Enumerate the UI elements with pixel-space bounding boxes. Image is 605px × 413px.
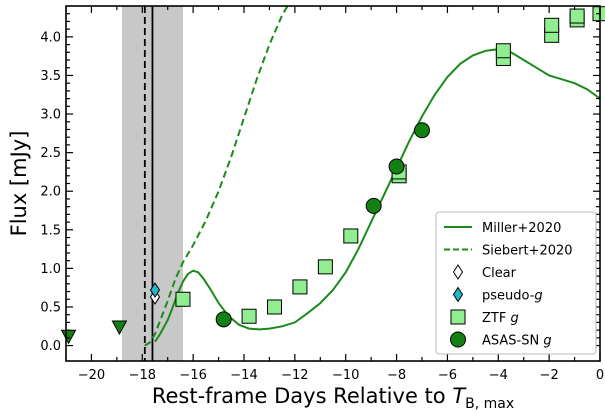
y-tick-label: 2.0 bbox=[40, 185, 61, 200]
data-point-square bbox=[241, 308, 257, 324]
legend-marker-diamond-cyan bbox=[452, 286, 464, 303]
x-axis-label-subscript: B, max bbox=[465, 396, 514, 412]
x-tick-label: −4 bbox=[489, 368, 508, 383]
y-tick-label: 4.0 bbox=[40, 30, 61, 45]
x-tick-label: −6 bbox=[438, 368, 457, 383]
y-tick-label: 0.0 bbox=[40, 339, 61, 354]
vertical-line-layer bbox=[143, 6, 154, 361]
axis-tick-layer: −20 −18 −16 −14 −12 −10 −8 −6 −4 −2 00.00.51.01.52… bbox=[40, 6, 604, 383]
legend: Miller+2020 Siebert+2020 Clear pseudo-g … bbox=[435, 211, 597, 355]
x-axis-label: Rest-frame Days Relative to TB, max bbox=[152, 384, 514, 412]
data-point-circle bbox=[215, 311, 232, 328]
y-tick-label: 1.0 bbox=[40, 262, 61, 277]
series-line-dashed bbox=[144, 6, 289, 347]
x-tick-label: −2 bbox=[540, 368, 559, 383]
x-axis-label-symbol: T bbox=[452, 384, 467, 408]
series-line-solid bbox=[154, 48, 600, 343]
x-tick-label: −10 bbox=[332, 368, 359, 383]
legend-box bbox=[435, 211, 597, 355]
data-point-square bbox=[569, 8, 585, 24]
data-point-square bbox=[292, 279, 308, 295]
legend-label-asassn-g: ASAS-SN g bbox=[482, 334, 552, 349]
y-tick-label: 3.0 bbox=[40, 108, 61, 123]
y-tick-label: 2.5 bbox=[40, 146, 61, 161]
model-line-layer bbox=[144, 6, 600, 347]
data-point-triangle-down bbox=[60, 329, 77, 345]
legend-entry-asassn-g: ASAS-SN g bbox=[450, 331, 552, 349]
x-tick-label: 0 bbox=[596, 368, 604, 383]
x-tick-label: −20 bbox=[78, 368, 105, 383]
x-axis-label-text: Rest-frame Days Relative to bbox=[152, 384, 452, 408]
data-point-circle bbox=[414, 122, 430, 139]
legend-entry-siebert: Siebert+2020 bbox=[444, 244, 573, 259]
data-point-square bbox=[495, 43, 511, 59]
x-tick-label: −12 bbox=[281, 368, 308, 383]
data-point-diamond bbox=[149, 282, 161, 298]
y-tick-label: 0.5 bbox=[40, 300, 61, 315]
legend-label-ztf-g: ZTF g bbox=[482, 311, 519, 326]
legend-label-miller: Miller+2020 bbox=[482, 221, 561, 236]
data-marker-layer bbox=[60, 6, 605, 345]
data-point-square bbox=[175, 291, 191, 307]
data-point-circle bbox=[388, 158, 405, 175]
data-point-square bbox=[544, 17, 560, 33]
data-point-triangle-down bbox=[111, 320, 128, 336]
data-point-square bbox=[267, 299, 283, 315]
data-point-square bbox=[343, 228, 359, 244]
legend-label-siebert: Siebert+2020 bbox=[482, 244, 573, 259]
data-point-square bbox=[317, 259, 333, 275]
legend-marker-circle bbox=[450, 331, 466, 348]
data-point-circle bbox=[365, 197, 382, 214]
legend-entry-miller: Miller+2020 bbox=[444, 221, 561, 236]
y-axis-label: Flux [mJy] bbox=[7, 131, 31, 237]
legend-entry-clear: Clear bbox=[452, 264, 517, 281]
x-tick-label: −8 bbox=[387, 368, 406, 383]
legend-label-pseudo-g: pseudo-g bbox=[482, 289, 543, 304]
x-tick-label: −16 bbox=[179, 368, 206, 383]
y-tick-label: 1.5 bbox=[40, 223, 61, 238]
legend-entry-pseudo-g: pseudo-g bbox=[452, 286, 543, 304]
legend-marker-square bbox=[450, 309, 466, 325]
y-tick-label: 3.5 bbox=[40, 69, 61, 84]
legend-entry-ztf-g: ZTF g bbox=[450, 309, 519, 326]
legend-label-clear: Clear bbox=[482, 266, 517, 281]
x-tick-label: −18 bbox=[129, 368, 156, 383]
x-tick-label: −14 bbox=[230, 368, 257, 383]
legend-marker-diamond-white bbox=[452, 264, 464, 280]
